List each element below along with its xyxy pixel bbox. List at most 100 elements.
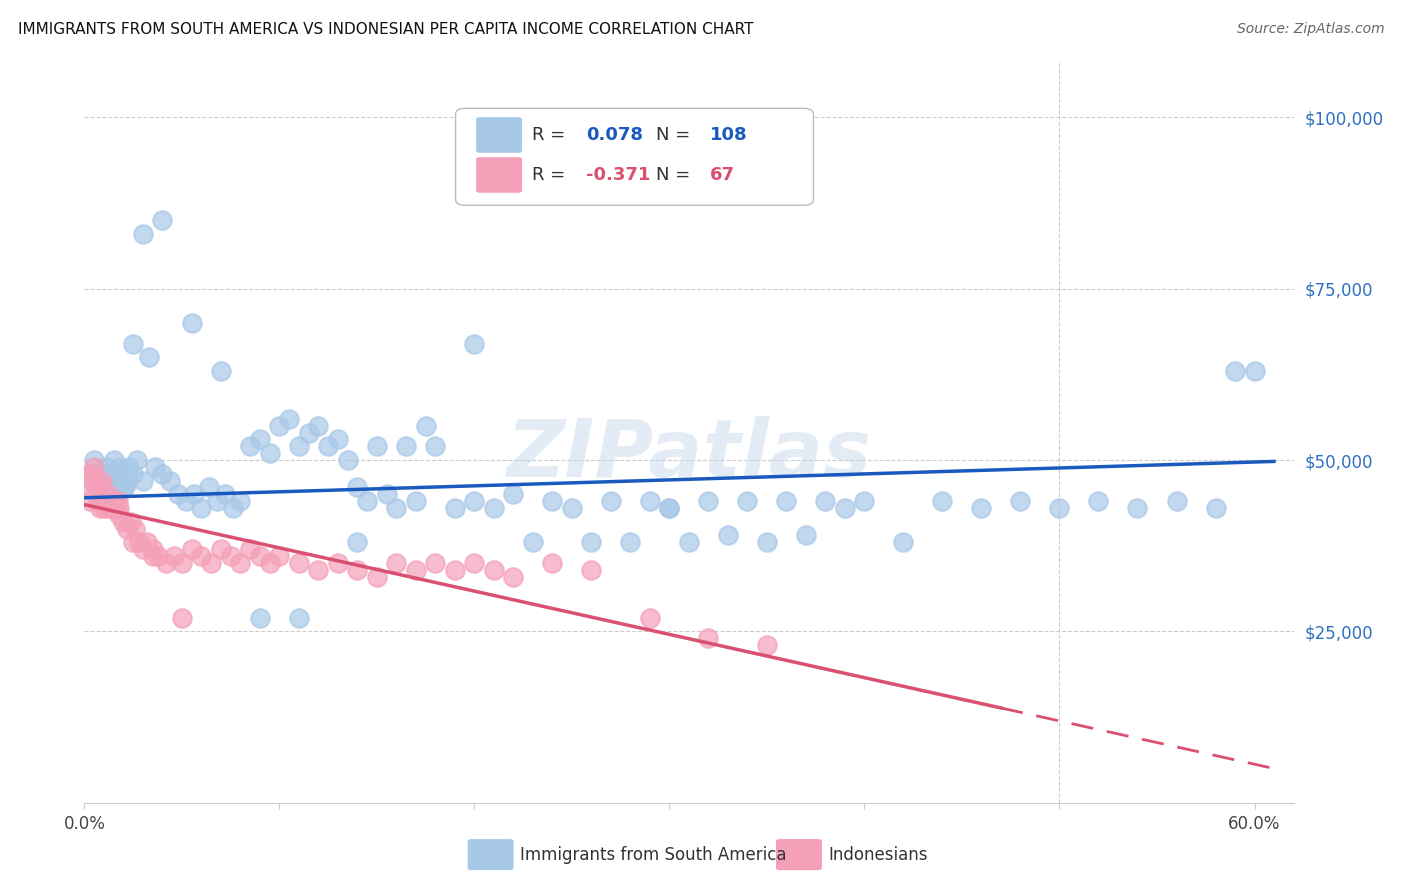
Point [142,549,165,563]
Point [1223,364,1246,378]
Point [108,508,131,522]
Point [118,459,141,474]
Point [107,474,129,488]
Point [170,610,193,624]
Text: Immigrants from South America: Immigrants from South America [520,846,786,863]
Point [155,556,177,570]
Point [307,418,329,433]
Point [94,494,117,508]
Text: R =: R = [531,126,571,144]
Point [84,474,107,488]
Point [346,563,368,577]
Point [326,433,349,447]
Point [84,467,107,481]
Point [463,556,485,570]
Point [205,494,228,508]
Point [132,474,155,488]
Point [209,542,232,557]
Point [269,549,291,563]
Point [174,494,197,508]
Point [581,535,603,549]
Point [108,501,131,516]
Point [159,474,181,488]
Point [82,467,104,481]
Text: 67: 67 [710,166,734,184]
Point [502,569,524,583]
Point [288,556,311,570]
Point [93,480,115,494]
Text: N =: N = [657,126,696,144]
Text: Source: ZipAtlas.com: Source: ZipAtlas.com [1237,22,1385,37]
Point [142,542,165,557]
Point [541,556,564,570]
Point [249,433,271,447]
Point [180,316,202,330]
Point [219,549,242,563]
FancyBboxPatch shape [477,157,522,193]
Point [89,501,111,516]
Point [100,501,122,516]
Point [638,494,661,508]
Point [93,480,115,494]
Point [834,501,856,516]
FancyBboxPatch shape [776,839,823,871]
Point [316,439,339,453]
Point [288,439,311,453]
Point [405,563,427,577]
Text: 0.078: 0.078 [586,126,643,144]
Point [1087,494,1109,508]
Point [522,535,544,549]
Point [122,467,145,481]
Point [79,467,101,481]
Text: IMMIGRANTS FROM SOUTH AMERICA VS INDONESIAN PER CAPITA INCOME CORRELATION CHART: IMMIGRANTS FROM SOUTH AMERICA VS INDONES… [18,22,754,37]
Point [346,535,368,549]
Point [366,439,388,453]
Text: -0.371: -0.371 [586,166,651,184]
Point [103,453,125,467]
Point [278,412,301,426]
Point [678,535,700,549]
Point [307,563,329,577]
Point [893,535,915,549]
Point [150,213,173,227]
Point [385,556,408,570]
Text: N =: N = [657,166,696,184]
Point [110,474,132,488]
Point [249,610,271,624]
Point [114,480,136,494]
Point [1243,364,1265,378]
Point [125,453,148,467]
Point [138,350,160,364]
Point [425,439,447,453]
Point [98,467,121,481]
Point [221,501,243,516]
Point [200,556,222,570]
Point [346,480,368,494]
Point [104,501,127,516]
Point [90,474,112,488]
Point [77,480,100,494]
Point [82,467,104,481]
Point [97,494,120,508]
FancyBboxPatch shape [477,117,522,153]
Point [425,556,447,570]
Point [581,563,603,577]
Point [288,610,311,624]
Point [415,418,437,433]
Text: 108: 108 [710,126,747,144]
Point [775,494,797,508]
Point [112,480,135,494]
Point [1166,494,1188,508]
Point [117,522,139,536]
FancyBboxPatch shape [468,839,513,871]
Point [619,535,641,549]
Point [170,556,193,570]
Point [395,439,418,453]
Point [84,480,107,494]
Point [1205,501,1227,516]
Point [463,336,485,351]
Point [658,501,681,516]
Point [122,336,145,351]
Point [385,501,408,516]
FancyBboxPatch shape [456,108,814,205]
